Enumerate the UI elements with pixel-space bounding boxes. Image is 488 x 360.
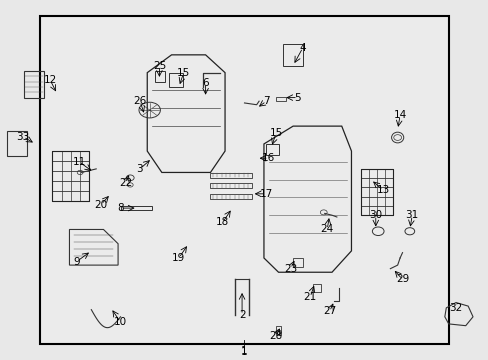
Text: 17: 17 [259, 189, 272, 199]
Bar [40, 15, 448, 343]
Text: 18: 18 [216, 217, 229, 228]
Text: 19: 19 [172, 253, 185, 263]
Bar [210, 184, 251, 189]
Text: 23: 23 [284, 264, 297, 274]
Text: 30: 30 [368, 210, 382, 220]
Text: 22: 22 [119, 178, 132, 188]
Text: 16: 16 [262, 153, 275, 163]
Bar [361, 169, 392, 215]
Text: 8: 8 [117, 203, 123, 213]
Bar [292, 258, 302, 267]
Text: 12: 12 [43, 75, 57, 85]
Text: 29: 29 [395, 274, 408, 284]
Text: 2: 2 [238, 310, 245, 320]
Text: 25: 25 [152, 60, 166, 71]
Text: 5: 5 [294, 93, 301, 103]
Text: 26: 26 [133, 96, 146, 106]
Text: 20: 20 [94, 199, 107, 210]
Text: 7: 7 [263, 96, 269, 106]
Text: 33: 33 [17, 132, 30, 142]
Text: 11: 11 [72, 157, 85, 167]
Bar [169, 73, 183, 87]
Bar [7, 131, 27, 156]
Text: 28: 28 [269, 332, 282, 341]
Text: 14: 14 [393, 111, 406, 121]
Text: 15: 15 [269, 128, 282, 138]
Text: 1: 1 [241, 347, 247, 357]
Text: 9: 9 [73, 257, 80, 266]
Bar [154, 71, 165, 82]
Bar [210, 194, 251, 199]
Text: 10: 10 [114, 317, 127, 327]
Bar [276, 97, 285, 101]
Bar [312, 284, 321, 292]
Bar [24, 71, 43, 98]
Text: 6: 6 [202, 78, 208, 88]
Bar [52, 151, 89, 201]
Text: 21: 21 [303, 292, 316, 302]
Text: 13: 13 [376, 185, 389, 195]
Text: 27: 27 [322, 306, 336, 316]
Text: 31: 31 [405, 210, 418, 220]
Bar [266, 144, 278, 155]
Text: 1: 1 [241, 346, 247, 356]
Text: 24: 24 [320, 225, 333, 234]
Bar [210, 173, 251, 178]
Text: 15: 15 [177, 68, 190, 78]
Text: 32: 32 [448, 303, 462, 313]
Text: 3: 3 [136, 164, 143, 174]
Text: 4: 4 [299, 43, 305, 53]
